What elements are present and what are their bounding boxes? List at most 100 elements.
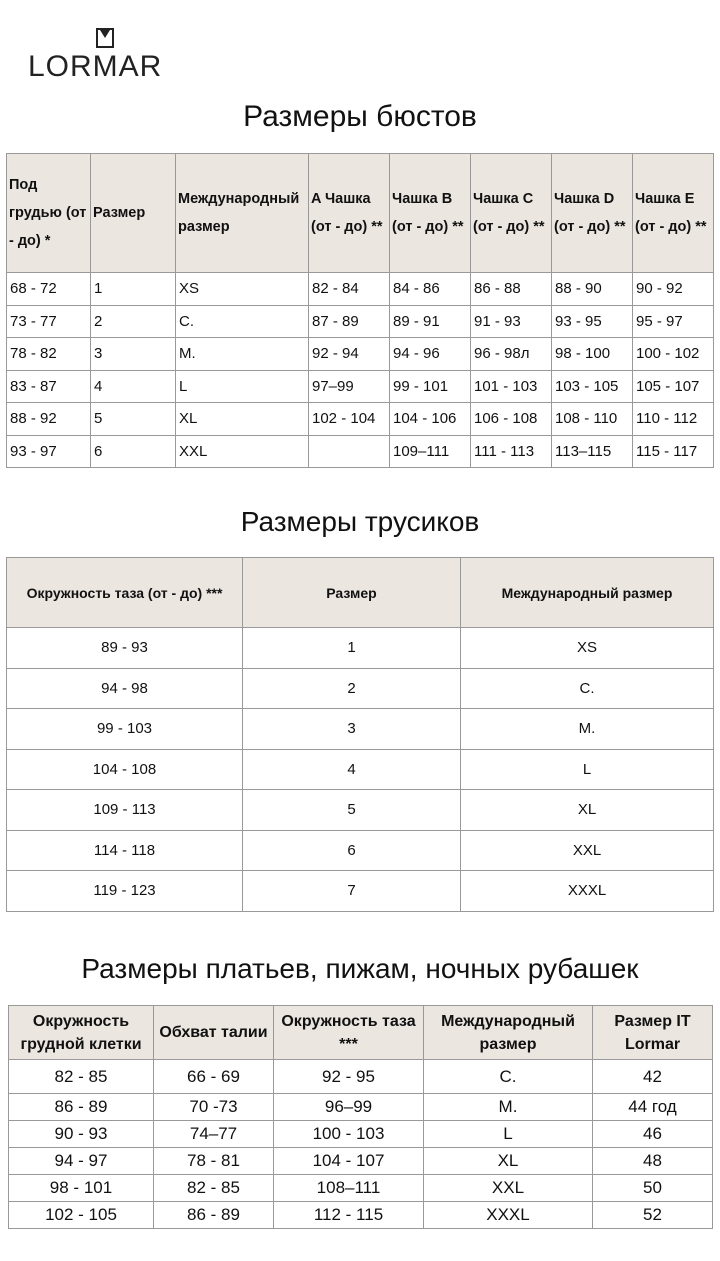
table-cell: 104 - 106: [389, 402, 471, 436]
table-row: 94 - 97 78 - 81 104 - 107 XL 48: [8, 1147, 713, 1175]
table-cell: 1: [90, 272, 176, 306]
table-cell: С.: [460, 667, 714, 709]
panties-title: Размеры трусиков: [240, 506, 480, 537]
table-cell: 78 - 82: [6, 337, 91, 371]
table-cell: М.: [460, 708, 714, 750]
table-cell: XXL: [423, 1174, 593, 1202]
logo-mark-icon: [96, 28, 114, 48]
table-cell: 96 - 98л: [470, 337, 552, 371]
table-cell: 82 - 85: [8, 1059, 154, 1094]
table-cell: 102 - 104: [308, 402, 390, 436]
table-cell: 78 - 81: [153, 1147, 274, 1175]
table-cell: 66 - 69: [153, 1059, 274, 1094]
table-cell: L: [460, 748, 714, 790]
column-header: Окружность таза (от - до) ***: [6, 557, 243, 628]
table-row: 94 - 98 2 С.: [6, 667, 714, 709]
table-cell: 86 - 89: [153, 1201, 274, 1229]
table-cell: 44 год: [592, 1093, 713, 1121]
table-cell: 93 - 95: [551, 304, 633, 338]
table-cell: 110 - 112: [632, 402, 714, 436]
table-cell: 105 - 107: [632, 369, 714, 403]
table-row: 82 - 85 66 - 69 92 - 95 С. 42: [8, 1059, 713, 1094]
table-row: 102 - 105 86 - 89 112 - 115 XXXL 52: [8, 1201, 713, 1229]
table-cell: М.: [175, 337, 309, 371]
table-cell: 88 - 92: [6, 402, 91, 436]
table-row: 90 - 93 74–77 100 - 103 L 46: [8, 1120, 713, 1148]
column-header: Чашка D (от - до) **: [551, 153, 633, 273]
column-header: Чашка B (от - до) **: [389, 153, 471, 273]
column-header: Чашка C (от - до) **: [470, 153, 552, 273]
table-cell: 97–99: [308, 369, 390, 403]
table-cell: 5: [90, 402, 176, 436]
table-cell: 88 - 90: [551, 272, 633, 306]
table-cell: 114 - 118: [6, 829, 243, 871]
table-cell: 2: [242, 667, 461, 709]
table-row: 78 - 82 3 М. 92 - 94 94 - 96 96 - 98л 98 - 100…: [6, 337, 714, 371]
table-cell: 92 - 95: [273, 1059, 424, 1094]
table-row: 73 - 77 2 С. 87 - 89 89 - 91 91 - 93 93 - 95 95…: [6, 304, 714, 338]
table-cell: 98 - 100: [551, 337, 633, 371]
table-row: 114 - 118 6 XXL: [6, 829, 714, 871]
table-cell: 95 - 97: [632, 304, 714, 338]
table-cell: 82 - 85: [153, 1174, 274, 1202]
table-cell: XS: [175, 272, 309, 306]
table-cell: 115 - 117: [632, 434, 714, 468]
table-cell: 3: [242, 708, 461, 750]
table-cell: 99 - 103: [6, 708, 243, 750]
column-header: Размер: [242, 557, 461, 628]
table-cell: XXL: [175, 434, 309, 468]
table-cell: 46: [592, 1120, 713, 1148]
table-cell: 103 - 105: [551, 369, 633, 403]
table-cell: XL: [423, 1147, 593, 1175]
table-cell: 70 -73: [153, 1093, 274, 1121]
table-cell: XXXL: [423, 1201, 593, 1229]
table-cell: 119 - 123: [6, 870, 243, 912]
column-header: Размер: [90, 153, 176, 273]
table-cell: 42: [592, 1059, 713, 1094]
column-header: Чашка E (от - до) **: [632, 153, 714, 273]
bust-size-table: Под грудью (от - до) * Размер Международны…: [6, 153, 714, 468]
bust-title: Размеры бюстов: [243, 100, 477, 133]
table-cell: L: [175, 369, 309, 403]
table-cell: 1: [242, 627, 461, 669]
table-cell: L: [423, 1120, 593, 1148]
table-cell: 104 - 107: [273, 1147, 424, 1175]
dresses-size-table: Окружность грудной клетки Обхват талии Окр…: [8, 1005, 713, 1229]
table-row: 88 - 92 5 XL 102 - 104 104 - 106 106 - 108 108…: [6, 402, 714, 436]
table-cell: С.: [423, 1059, 593, 1094]
table-header-row: Окружность таза (от - до) *** Размер Между…: [6, 557, 714, 628]
table-cell: 104 - 108: [6, 748, 243, 790]
table-cell: 100 - 102: [632, 337, 714, 371]
table-cell: 86 - 89: [8, 1093, 154, 1121]
table-cell: 100 - 103: [273, 1120, 424, 1148]
table-cell: М.: [423, 1093, 593, 1121]
column-header: A Чашка (от - до) **: [308, 153, 390, 273]
column-header: Под грудью (от - до) *: [6, 153, 91, 273]
table-cell: С.: [175, 304, 309, 338]
table-cell: 101 - 103: [470, 369, 552, 403]
table-cell: XXXL: [460, 870, 714, 912]
table-cell: 89 - 93: [6, 627, 243, 669]
table-row: 89 - 93 1 XS: [6, 627, 714, 669]
table-cell: 3: [90, 337, 176, 371]
table-cell: 4: [90, 369, 176, 403]
table-cell: 87 - 89: [308, 304, 390, 338]
column-header: Обхват талии: [153, 1005, 274, 1060]
table-row: 68 - 72 1 XS 82 - 84 84 - 86 86 - 88 88 - 90 90…: [6, 272, 714, 306]
table-row: 83 - 87 4 L 97–99 99 - 101 101 - 103 103 - 105…: [6, 369, 714, 403]
table-cell: 2: [90, 304, 176, 338]
table-cell: XS: [460, 627, 714, 669]
table-cell: 90 - 92: [632, 272, 714, 306]
table-row: 98 - 101 82 - 85 108–111 XXL 50: [8, 1174, 713, 1202]
table-cell: XL: [175, 402, 309, 436]
table-cell: 96–99: [273, 1093, 424, 1121]
table-cell: 94 - 98: [6, 667, 243, 709]
table-cell: [308, 434, 390, 468]
table-cell: 48: [592, 1147, 713, 1175]
table-cell: XXL: [460, 829, 714, 871]
table-cell: 99 - 101: [389, 369, 471, 403]
brand-name: LORMAR: [28, 50, 163, 83]
table-cell: 6: [242, 829, 461, 871]
column-header: Размер IT Lormar: [592, 1005, 713, 1060]
table-header-row: Окружность грудной клетки Обхват талии Окр…: [8, 1005, 713, 1060]
